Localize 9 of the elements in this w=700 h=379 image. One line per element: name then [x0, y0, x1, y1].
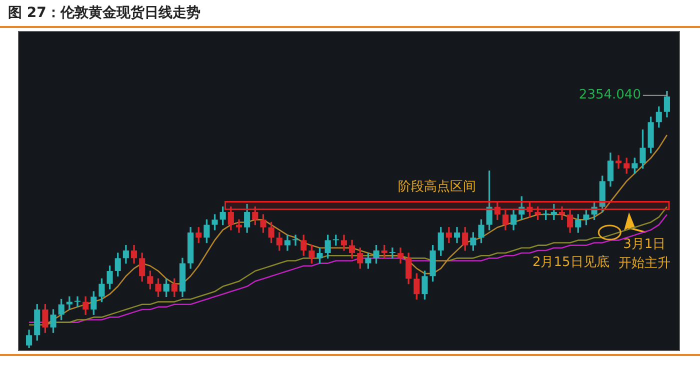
annotation: 2354.040 — [578, 88, 641, 103]
annotation: 3月1日开始主升 — [618, 237, 670, 272]
chart-title: 图 27：伦敦黄金现货日线走势 — [8, 4, 200, 22]
candlestick — [615, 155, 622, 169]
band-label: 阶段高点区间 — [398, 178, 476, 195]
candlestick — [74, 296, 81, 308]
candlestick — [292, 234, 299, 246]
annotation: 2月15日见底 — [532, 254, 610, 270]
candlestick — [236, 219, 242, 233]
